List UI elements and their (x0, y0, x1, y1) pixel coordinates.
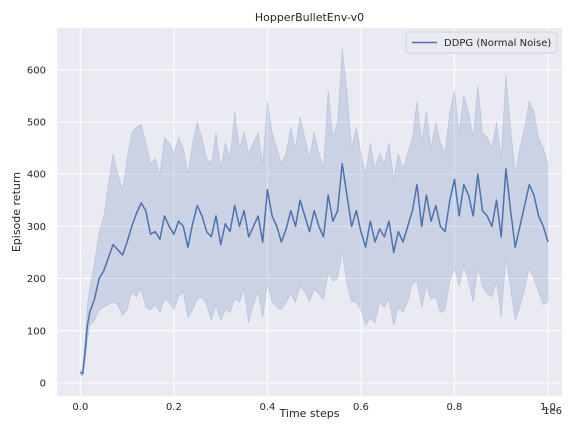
y-tick-label: 0 (40, 378, 46, 389)
y-tick-label: 300 (27, 222, 46, 233)
x-tick-label: 0.2 (166, 402, 182, 413)
chart-title: HopperBulletEnv-v0 (255, 11, 364, 24)
y-axis-label: Episode return (10, 172, 23, 252)
y-tick-label: 600 (27, 65, 46, 76)
x-tick-label: 1.0 (540, 402, 556, 413)
y-tick-label: 400 (27, 170, 46, 181)
y-tick-label: 100 (27, 326, 46, 337)
legend-box (405, 31, 558, 54)
x-tick-label: 0.4 (259, 402, 275, 413)
y-tick-label: 200 (27, 274, 46, 285)
plot-background (57, 28, 562, 396)
series-line-ddpg (80, 162, 549, 375)
x-tick-label: 0.8 (447, 402, 463, 413)
series-line-layer (80, 162, 549, 375)
x-tick-label: 0.0 (72, 402, 88, 413)
tick-labels: 0.0 0.2 0.4 0.6 0.8 1.0 0 100 200 300 400 500 600 (27, 65, 556, 413)
y-tick-label: 500 (27, 117, 46, 128)
legend-label-ddpg: DDPG (Normal Noise) (444, 38, 551, 49)
x-tick-label: 0.6 (353, 402, 369, 413)
x-axis-offset-label: 1e6 (543, 406, 562, 417)
legend: DDPG (Normal Noise) (405, 31, 558, 54)
x-axis-label: Time steps (279, 407, 340, 420)
